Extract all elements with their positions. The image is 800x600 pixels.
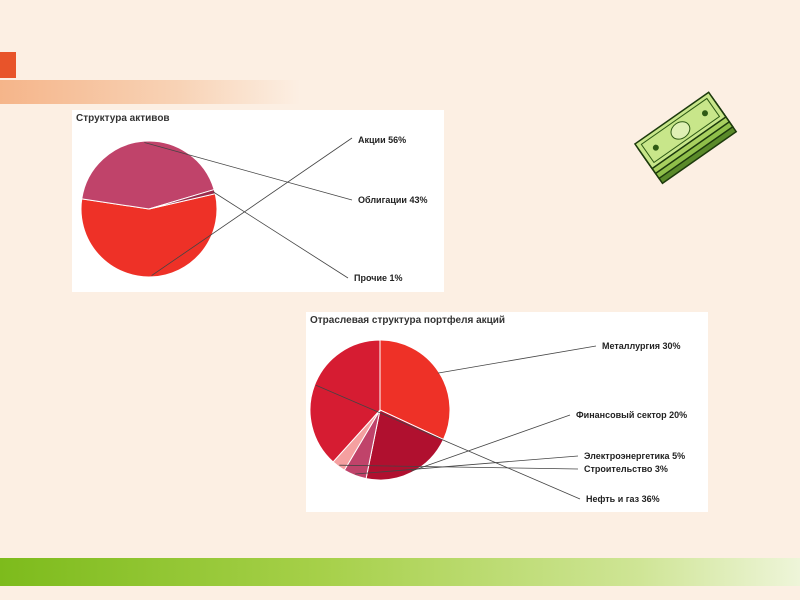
leader-line	[339, 464, 579, 470]
asset-structure-chart: Структура активов Акции 56% Облигации 43%…	[72, 110, 444, 292]
chart-title: Отраслевая структура портфеля акций	[310, 315, 506, 326]
pie-slice-1	[80, 193, 218, 278]
accent-square	[0, 52, 16, 78]
leader-line	[213, 191, 349, 279]
slice-label: Электроэнергетика 5%	[584, 451, 685, 461]
slice-label: Строительство 3%	[584, 464, 668, 474]
leader-line	[355, 455, 579, 475]
money-stack-icon	[633, 91, 738, 185]
sector-structure-chart: Отраслевая структура портфеля акций Мета…	[306, 312, 708, 512]
pie-slice-1	[379, 339, 451, 441]
accent-bar	[0, 80, 300, 104]
slice-label: Акции 56%	[358, 135, 406, 145]
slice-label: Прочие 1%	[354, 273, 403, 283]
footer-bar	[0, 558, 800, 586]
slice-label: Металлургия 30%	[602, 341, 681, 351]
slice-label: Облигации 43%	[358, 195, 427, 205]
slice-label: Финансовый сектор 20%	[576, 410, 687, 420]
chart-title: Структура активов	[76, 113, 170, 124]
pie-chart-1: Акции 56% Облигации 43% Прочие 1%	[80, 135, 427, 283]
leader-line	[410, 414, 571, 472]
pie-chart-2: Металлургия 30% Финансовый сектор 20% Элек…	[309, 339, 687, 504]
leader-line	[144, 142, 353, 201]
leader-line	[315, 384, 581, 500]
pie-slice-2	[81, 140, 215, 210]
pie-slice-2	[365, 409, 445, 481]
pie-slice-5	[309, 339, 381, 463]
pie-slice-3	[148, 188, 216, 210]
leader-line	[437, 345, 597, 374]
leader-line	[151, 137, 353, 276]
slice-label: Нефть и газ 36%	[586, 494, 660, 504]
